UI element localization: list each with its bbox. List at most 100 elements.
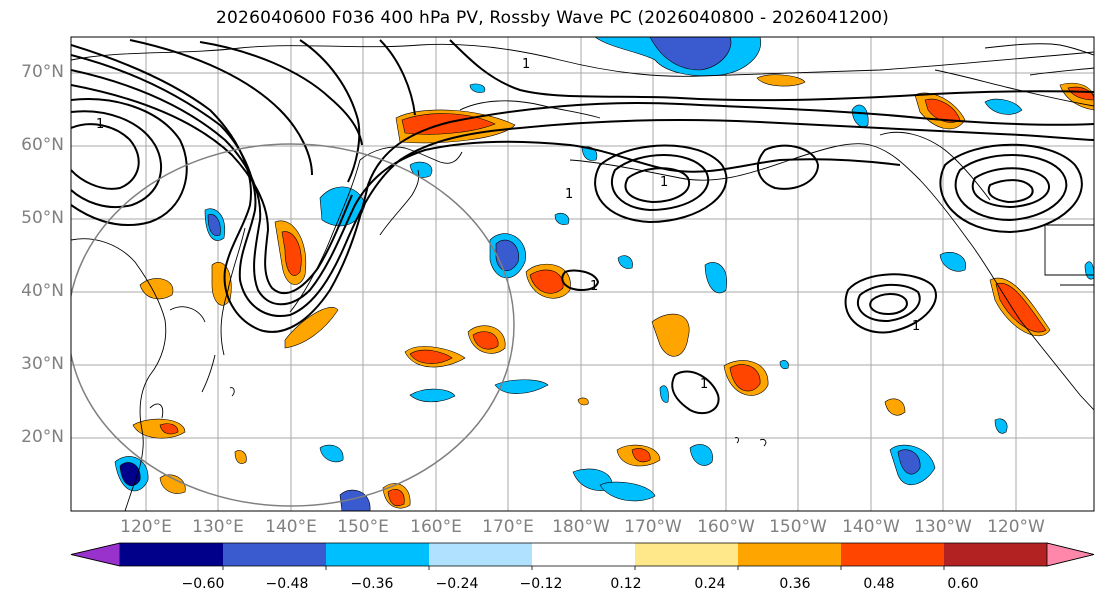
anomaly-blob — [851, 104, 869, 128]
contour-label: 1 — [912, 319, 920, 334]
anomaly-blob — [756, 74, 806, 87]
anomaly-blob — [659, 385, 669, 403]
contour-label: 1 — [590, 279, 598, 294]
colorbar-swatch — [223, 543, 326, 566]
range-circle — [71, 143, 515, 507]
anomaly-blob — [984, 98, 1023, 115]
lon-label: 160°W — [697, 517, 755, 537]
colorbar-swatch — [532, 543, 635, 566]
coastline — [359, 146, 463, 164]
colorbar-swatch — [944, 543, 1047, 566]
pv-contour — [71, 84, 353, 295]
anomaly-blob — [631, 448, 651, 463]
pv-contour — [987, 179, 1034, 204]
colorbar-tick-label: −0.12 — [519, 576, 563, 592]
colorbar-tick-label: 0.36 — [779, 576, 811, 592]
contour-label: 1 — [700, 377, 708, 392]
anomaly-blob — [234, 450, 247, 464]
coastline — [1044, 225, 1094, 276]
anomaly-blob — [494, 379, 549, 394]
lon-label: 160°E — [410, 517, 462, 537]
anomaly-blob — [387, 489, 405, 507]
contour-label: 1 — [565, 187, 573, 202]
colorbar-tick-label: 0.48 — [863, 576, 895, 592]
anomaly-blob — [939, 251, 967, 272]
anomaly-blob — [159, 423, 179, 435]
anomaly-blob — [469, 83, 486, 93]
colorbar-swatch — [635, 543, 738, 566]
pv-contour — [971, 167, 1051, 209]
pv-contour — [129, 39, 313, 176]
lon-label: 130°E — [192, 517, 244, 537]
anomaly-blob — [207, 214, 221, 236]
anomaly-blob — [495, 239, 519, 271]
coastline — [984, 43, 1094, 56]
lat-label: 70°N — [21, 62, 64, 82]
lat-label: 30°N — [21, 354, 64, 374]
anomaly-blob — [704, 262, 727, 294]
colorbar-tick-label: −0.48 — [265, 576, 309, 592]
lon-label: 170°E — [482, 517, 534, 537]
anomaly-blob — [409, 349, 453, 364]
anomaly-blob — [995, 282, 1047, 333]
coastline — [879, 131, 991, 201]
coastline — [71, 238, 167, 511]
colorbar-tick-label: −0.24 — [435, 576, 479, 592]
colorbar-swatch — [326, 543, 429, 566]
coastline — [759, 439, 767, 447]
pv-contour — [299, 39, 361, 183]
lon-label: 150°E — [337, 517, 389, 537]
lat-label: 40°N — [21, 281, 64, 301]
lat-label: 50°N — [21, 208, 64, 228]
pv-contour — [610, 154, 710, 212]
colorbar-swatch — [429, 543, 532, 566]
coastline — [71, 43, 1094, 77]
lat-label: 60°N — [21, 135, 64, 155]
pv-contour — [624, 167, 691, 204]
lon-label: 130°W — [914, 517, 972, 537]
lon-label: 120°W — [987, 517, 1045, 537]
colorbar-tick-label: 0.60 — [947, 576, 979, 592]
anomaly-blob — [284, 307, 339, 349]
colorbar-tick-label: 0.24 — [694, 576, 726, 592]
pv-contours — [71, 39, 1094, 415]
anomaly-blob — [339, 489, 371, 511]
anomaly-blob — [577, 397, 589, 406]
pv-contour — [869, 293, 908, 316]
pv-contour — [71, 69, 901, 306]
colorbar-tick-label: 0.12 — [610, 576, 642, 592]
coastline — [734, 437, 739, 444]
anomaly-blob — [689, 444, 713, 466]
contour-label: 1 — [96, 117, 104, 132]
anomaly-blob — [1067, 86, 1094, 101]
coastline — [169, 306, 206, 323]
coastline — [149, 403, 164, 419]
anomaly-blob — [281, 231, 302, 276]
pv-contour — [199, 41, 363, 146]
pv-contour — [857, 283, 921, 323]
lon-label: 120°E — [120, 517, 172, 537]
pv-contour — [71, 123, 140, 190]
coastline — [459, 100, 601, 119]
anomaly-blob — [159, 474, 186, 494]
positive-anomalies — [132, 74, 1094, 509]
coastline — [1029, 67, 1094, 76]
colorbar-swatch — [120, 543, 223, 566]
anomaly-blob — [554, 212, 570, 225]
colorbar-outline — [70, 542, 1095, 567]
contour-label: 1 — [660, 175, 668, 190]
coastline — [220, 227, 246, 356]
pv-contour — [939, 143, 1083, 234]
anomaly-blob — [729, 364, 761, 392]
colorbar — [70, 542, 1095, 570]
lon-label: 140°E — [265, 517, 317, 537]
map-title: 2026040600 F036 400 hPa PV, Rossby Wave … — [216, 8, 889, 28]
pv-contour — [756, 144, 820, 190]
colorbar-swatch — [738, 543, 841, 566]
map-area: 1 1 1 1 1 1 1 — [71, 37, 1094, 511]
coastline — [569, 159, 791, 181]
coastline — [789, 143, 1094, 411]
colorbar-tick-label: −0.36 — [350, 576, 394, 592]
pv-contour — [954, 154, 1068, 222]
